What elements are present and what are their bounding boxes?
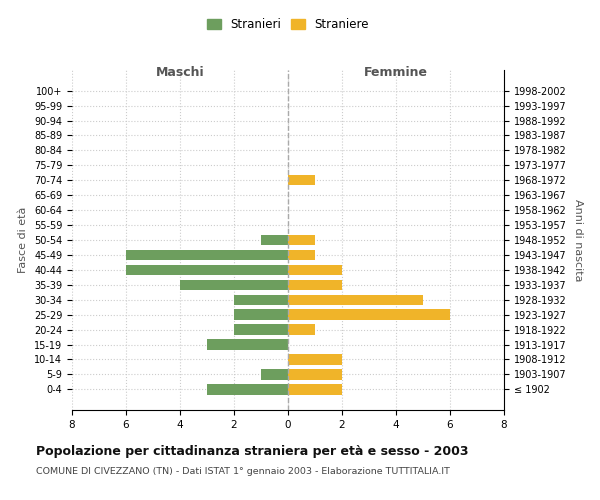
Text: Maschi: Maschi [155, 66, 205, 78]
Bar [288, 310, 450, 320]
Bar [207, 384, 288, 394]
Bar [261, 369, 288, 380]
Bar [126, 264, 288, 275]
Bar [261, 235, 288, 245]
Bar [288, 175, 315, 186]
Bar [288, 235, 315, 245]
Bar [288, 264, 342, 275]
Bar [288, 324, 315, 335]
Bar [180, 280, 288, 290]
Bar [234, 310, 288, 320]
Bar [288, 384, 342, 394]
Bar [234, 294, 288, 305]
Bar [126, 250, 288, 260]
Bar [288, 369, 342, 380]
Y-axis label: Anni di nascita: Anni di nascita [573, 198, 583, 281]
Y-axis label: Fasce di età: Fasce di età [19, 207, 28, 273]
Bar [288, 280, 342, 290]
Text: Popolazione per cittadinanza straniera per età e sesso - 2003: Popolazione per cittadinanza straniera p… [36, 445, 469, 458]
Legend: Stranieri, Straniere: Stranieri, Straniere [203, 14, 373, 35]
Bar [234, 324, 288, 335]
Bar [288, 354, 342, 364]
Text: Femmine: Femmine [364, 66, 428, 78]
Bar [207, 340, 288, 349]
Bar [288, 294, 423, 305]
Text: COMUNE DI CIVEZZANO (TN) - Dati ISTAT 1° gennaio 2003 - Elaborazione TUTTITALIA.: COMUNE DI CIVEZZANO (TN) - Dati ISTAT 1°… [36, 468, 450, 476]
Bar [288, 250, 315, 260]
